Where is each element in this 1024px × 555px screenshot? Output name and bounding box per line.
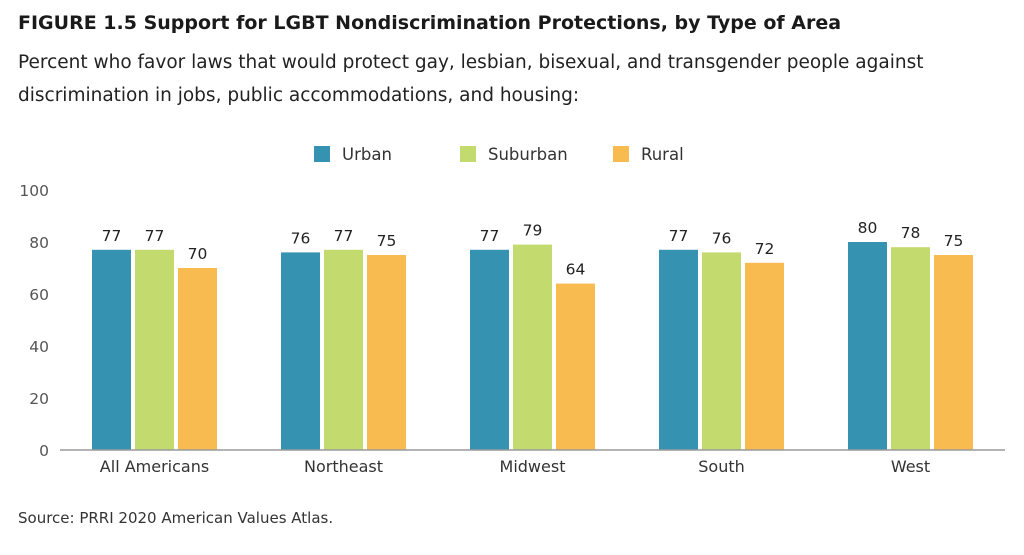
bar-value-label: 72 [755, 240, 775, 258]
bar-urban [470, 249, 509, 450]
chart-legend: Urban Suburban Rural [314, 145, 684, 164]
x-tick-label: South [698, 457, 745, 476]
legend-swatch-urban [314, 146, 330, 162]
legend-swatch-rural [613, 146, 629, 162]
legend-label-rural: Rural [641, 145, 684, 164]
legend-label-suburban: Suburban [488, 145, 568, 164]
y-tick-label: 100 [19, 182, 49, 200]
bar-value-label: 76 [712, 229, 732, 247]
bar-group: 80 78 75 [848, 219, 973, 450]
bar-group: 76 77 75 [281, 227, 406, 450]
bar-urban [281, 252, 320, 450]
y-tick-label: 0 [39, 442, 49, 460]
bar-value-label: 64 [566, 261, 586, 279]
y-tick-label: 60 [29, 286, 49, 304]
bar-value-label: 77 [334, 227, 354, 245]
bar-value-label: 76 [291, 229, 311, 247]
bar-value-label: 77 [669, 227, 689, 245]
bar-urban [92, 249, 131, 450]
figure-title: FIGURE 1.5 Support for LGBT Nondiscrimin… [18, 12, 842, 34]
bar-value-label: 77 [480, 227, 500, 245]
bar-value-label: 78 [901, 224, 921, 242]
bar-urban [848, 242, 887, 450]
bar-suburban [135, 249, 174, 450]
bar-group: 77 77 70 [92, 227, 217, 450]
bar-value-label: 77 [145, 227, 165, 245]
x-tick-label: West [891, 457, 930, 476]
y-tick-label: 20 [29, 390, 49, 408]
bar-rural [556, 283, 595, 450]
x-tick-label: All Americans [100, 457, 209, 476]
bar-rural [367, 255, 406, 450]
bar-group: 77 76 72 [659, 227, 784, 450]
bar-value-label: 79 [523, 222, 543, 240]
bar-groups: 77 77 70 76 77 75 77 79 64 77 76 72 80 78 75 [92, 219, 973, 450]
y-axis: 0 20 40 60 80 100 [19, 182, 49, 460]
x-axis: All Americans Northeast Midwest South West [100, 457, 930, 476]
bar-value-label: 77 [102, 227, 122, 245]
bar-value-label: 75 [377, 232, 397, 250]
y-tick-label: 80 [29, 234, 49, 252]
legend-label-urban: Urban [342, 145, 392, 164]
y-tick-label: 40 [29, 338, 49, 356]
bar-rural [745, 262, 784, 450]
bar-rural [178, 268, 217, 450]
bar-suburban [513, 244, 552, 450]
legend-swatch-suburban [460, 146, 476, 162]
bar-rural [934, 255, 973, 450]
x-tick-label: Northeast [304, 457, 383, 476]
bar-value-label: 70 [188, 245, 208, 263]
bar-chart: Urban Suburban Rural 0 20 40 60 80 100 77 77 70 76… [19, 145, 1005, 476]
bar-value-label: 75 [944, 232, 964, 250]
source-note: Source: PRRI 2020 American Values Atlas. [18, 509, 334, 527]
figure-subtitle: Percent who favor laws that would protec… [18, 52, 924, 106]
bar-suburban [702, 252, 741, 450]
bar-suburban [324, 249, 363, 450]
x-tick-label: Midwest [500, 457, 566, 476]
bar-suburban [891, 247, 930, 450]
bar-group: 77 79 64 [470, 222, 595, 450]
bar-urban [659, 249, 698, 450]
bar-value-label: 80 [858, 219, 878, 237]
